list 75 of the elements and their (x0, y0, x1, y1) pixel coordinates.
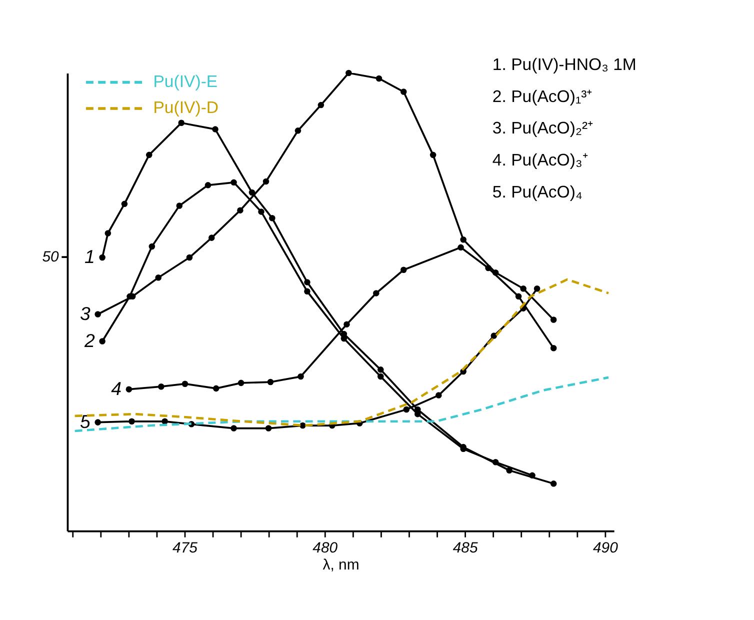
point (230, 179, 237, 186)
point (182, 380, 188, 387)
point (492, 459, 499, 466)
point (378, 366, 384, 373)
point (436, 392, 442, 398)
series-label: 4 (111, 378, 122, 399)
point (298, 373, 304, 380)
point (269, 214, 276, 222)
point (400, 88, 407, 95)
annotation: 3. Pu(AcO)₂²⁺ (492, 118, 594, 138)
point (94, 419, 101, 426)
point (204, 182, 212, 188)
point (373, 290, 380, 296)
point (155, 274, 162, 281)
point (262, 178, 270, 185)
point (485, 264, 492, 272)
point (458, 244, 464, 251)
point (346, 70, 352, 76)
point (550, 345, 557, 352)
point (162, 418, 168, 425)
point (344, 321, 350, 328)
point (400, 266, 407, 273)
point (550, 316, 557, 323)
point (376, 75, 382, 82)
point (178, 120, 184, 126)
legend-label: Pu(IV)-D (153, 98, 219, 118)
point (121, 200, 128, 208)
point (265, 425, 272, 432)
point (146, 152, 152, 158)
point (318, 102, 324, 108)
point (238, 380, 244, 386)
point (237, 207, 244, 214)
x-axis-title: λ, nm (322, 556, 360, 574)
point (403, 406, 410, 413)
point (460, 236, 466, 243)
point (104, 230, 112, 236)
annotation: 2. Pu(AcO)₁³⁺ (492, 86, 593, 106)
point (304, 279, 310, 286)
point (520, 285, 526, 292)
x-tick-label: 475 (172, 539, 198, 556)
legend-label: 1 (84, 246, 95, 268)
x-tick-label: 485 (452, 539, 478, 556)
point (158, 383, 164, 390)
point (212, 385, 220, 392)
annotation: 4. Pu(AcO)₃⁺ (492, 150, 588, 170)
point (126, 386, 132, 392)
point (148, 243, 156, 250)
point (186, 254, 193, 261)
point (430, 152, 436, 158)
point (304, 288, 310, 294)
point (258, 208, 264, 215)
series-label: 3 (80, 302, 91, 324)
point (378, 373, 384, 380)
point (550, 480, 557, 487)
point (230, 425, 237, 432)
point (490, 332, 498, 339)
annotation: 5. Pu(AcO)₄ (492, 182, 582, 202)
legend-label: Pu(IV)-E (153, 72, 218, 92)
point (515, 293, 522, 300)
point (128, 418, 135, 425)
point (294, 128, 302, 134)
text: 50 (42, 248, 60, 266)
series-label: 2 (83, 330, 96, 351)
point (534, 285, 540, 292)
point (212, 126, 218, 132)
x-tick-label: 480 (312, 539, 338, 556)
point (267, 378, 274, 386)
point (99, 254, 106, 261)
point (208, 234, 215, 241)
point (99, 338, 106, 344)
point (529, 472, 536, 479)
x-tick-label: 490 (592, 539, 619, 556)
annotation: 1. Pu(IV)-HNO₃ 1M (492, 55, 636, 74)
point (94, 311, 101, 318)
point (176, 202, 183, 209)
